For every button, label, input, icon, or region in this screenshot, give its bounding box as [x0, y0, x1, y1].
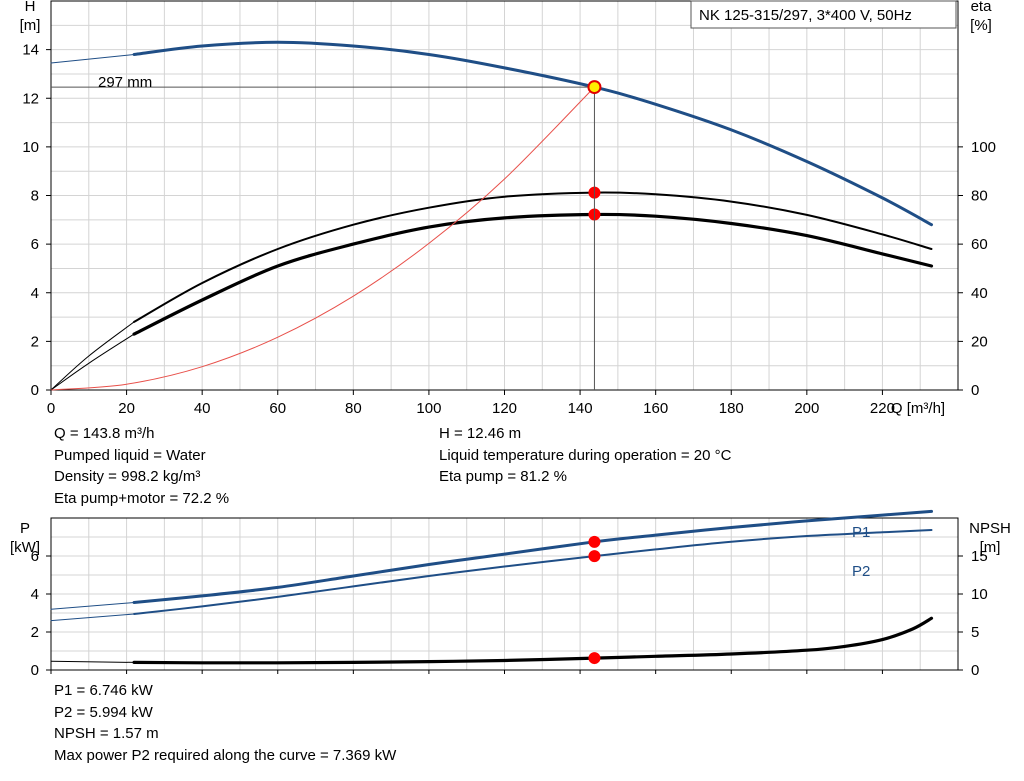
series-eta_pump_ext — [50, 321, 135, 391]
y-tick-label-left: 2 — [31, 624, 39, 641]
series-head — [132, 40, 933, 227]
x-tick-label: 120 — [492, 400, 517, 417]
y-tick-label-left: 0 — [31, 382, 39, 399]
y-tick-label-left: 10 — [22, 139, 39, 156]
y-tick-label-left: 4 — [31, 285, 39, 302]
y-tick-label-right: 10 — [971, 586, 988, 603]
x-tick-label: 80 — [345, 400, 362, 417]
y-tick-label-left: 4 — [31, 586, 39, 603]
series-npsh — [132, 616, 934, 665]
info-liquid: Pumped liquid = Water — [54, 446, 206, 464]
y-tick-label-right: 15 — [971, 548, 988, 565]
y-tick-label-left: 2 — [31, 333, 39, 350]
info-top-right: H = 12.46 m Liquid temperature during op… — [439, 423, 731, 488]
operating-point-marker — [588, 652, 601, 665]
x-axis-label: Q [m³/h] — [891, 400, 945, 417]
y-tick-label-left: 6 — [31, 548, 39, 565]
series-p1_ext — [50, 602, 135, 610]
chart-title: NK 125-315/297, 3*400 V, 50Hz — [699, 7, 912, 24]
info-p2: P2 = 5.994 kW — [54, 703, 153, 721]
series-eta_pump — [133, 191, 933, 323]
x-tick-label: 160 — [643, 400, 668, 417]
duty-point-marker — [587, 80, 602, 95]
y-tick-label-right: 5 — [971, 624, 979, 641]
title-box — [690, 0, 957, 29]
y-tick-label-right: 40 — [971, 285, 988, 302]
x-tick-label: 0 — [47, 400, 55, 417]
series-label-p2: P2 — [852, 563, 870, 580]
info-bottom: P1 = 6.746 kW P2 = 5.994 kW NPSH = 1.57 … — [54, 680, 396, 766]
series-p2 — [133, 529, 933, 615]
y-axis-label-left: H — [25, 0, 36, 15]
y-tick-label-right: 0 — [971, 382, 979, 399]
y-tick-label-left: 6 — [31, 236, 39, 253]
info-temperature: Liquid temperature during operation = 20… — [439, 446, 732, 464]
info-head: H = 12.46 m — [439, 425, 522, 442]
y-axis-label-right: [m] — [980, 539, 1001, 556]
y-tick-label-left: 14 — [22, 42, 39, 59]
x-tick-label: 40 — [194, 400, 211, 417]
y-tick-label-left: 8 — [31, 188, 39, 205]
y-axis-label-right: eta — [971, 0, 993, 15]
y-axis-label-left: [m] — [20, 17, 41, 34]
info-npsh: NPSH = 1.57 m — [54, 725, 159, 742]
operating-point-marker — [588, 535, 601, 548]
operating-point-marker — [588, 550, 601, 563]
x-tick-label: 100 — [416, 400, 441, 417]
series-p2_ext — [50, 613, 135, 622]
y-axis-label-left: P — [20, 520, 30, 537]
info-density: Density = 998.2 kg/m³ — [54, 468, 201, 485]
x-tick-label: 180 — [719, 400, 744, 417]
y-axis-label-right: [%] — [970, 17, 992, 34]
series-p1 — [132, 509, 933, 604]
y-axis-label-left: [kW] — [10, 539, 40, 556]
x-tick-label: 20 — [118, 400, 135, 417]
y-tick-label-right: 100 — [971, 139, 996, 156]
info-eta-pump: Eta pump = 81.2 % — [439, 468, 567, 485]
series-eta_pump_motor — [132, 212, 934, 336]
info-p1: P1 = 6.746 kW — [54, 682, 153, 699]
y-tick-label-right: 60 — [971, 236, 988, 253]
x-tick-label: 220 — [870, 400, 895, 417]
y-tick-label-left: 0 — [31, 662, 39, 679]
y-tick-label-right: 20 — [971, 333, 988, 350]
y-tick-label-right: 0 — [971, 662, 979, 679]
y-tick-label-left: 12 — [22, 90, 39, 107]
y-axis-label-right: NPSH — [969, 520, 1011, 537]
x-tick-label: 140 — [568, 400, 593, 417]
series-label-p1: P1 — [852, 524, 870, 541]
series-eta_pump_motor_ext — [50, 333, 135, 391]
curve-diameter-label: 297 mm — [98, 74, 152, 91]
power-plot: 0 2 4 6 0 5 10 15 P [kW] NPSH [m] P1 P2 — [10, 509, 1011, 679]
info-top-left: Q = 143.8 m³/h Pumped liquid = Water Den… — [54, 423, 229, 509]
info-eta-pump-motor: Eta pump+motor = 72.2 % — [54, 489, 230, 507]
x-tick-label: 60 — [269, 400, 286, 417]
info-max-power: Max power P2 required along the curve = … — [54, 746, 397, 764]
x-tick-label: 200 — [794, 400, 819, 417]
series-head_ext — [50, 54, 135, 64]
y-tick-label-right: 80 — [971, 188, 988, 205]
info-flow: Q = 143.8 m³/h — [54, 425, 155, 442]
series-system_curve — [50, 86, 595, 391]
series-npsh_ext — [50, 660, 135, 663]
